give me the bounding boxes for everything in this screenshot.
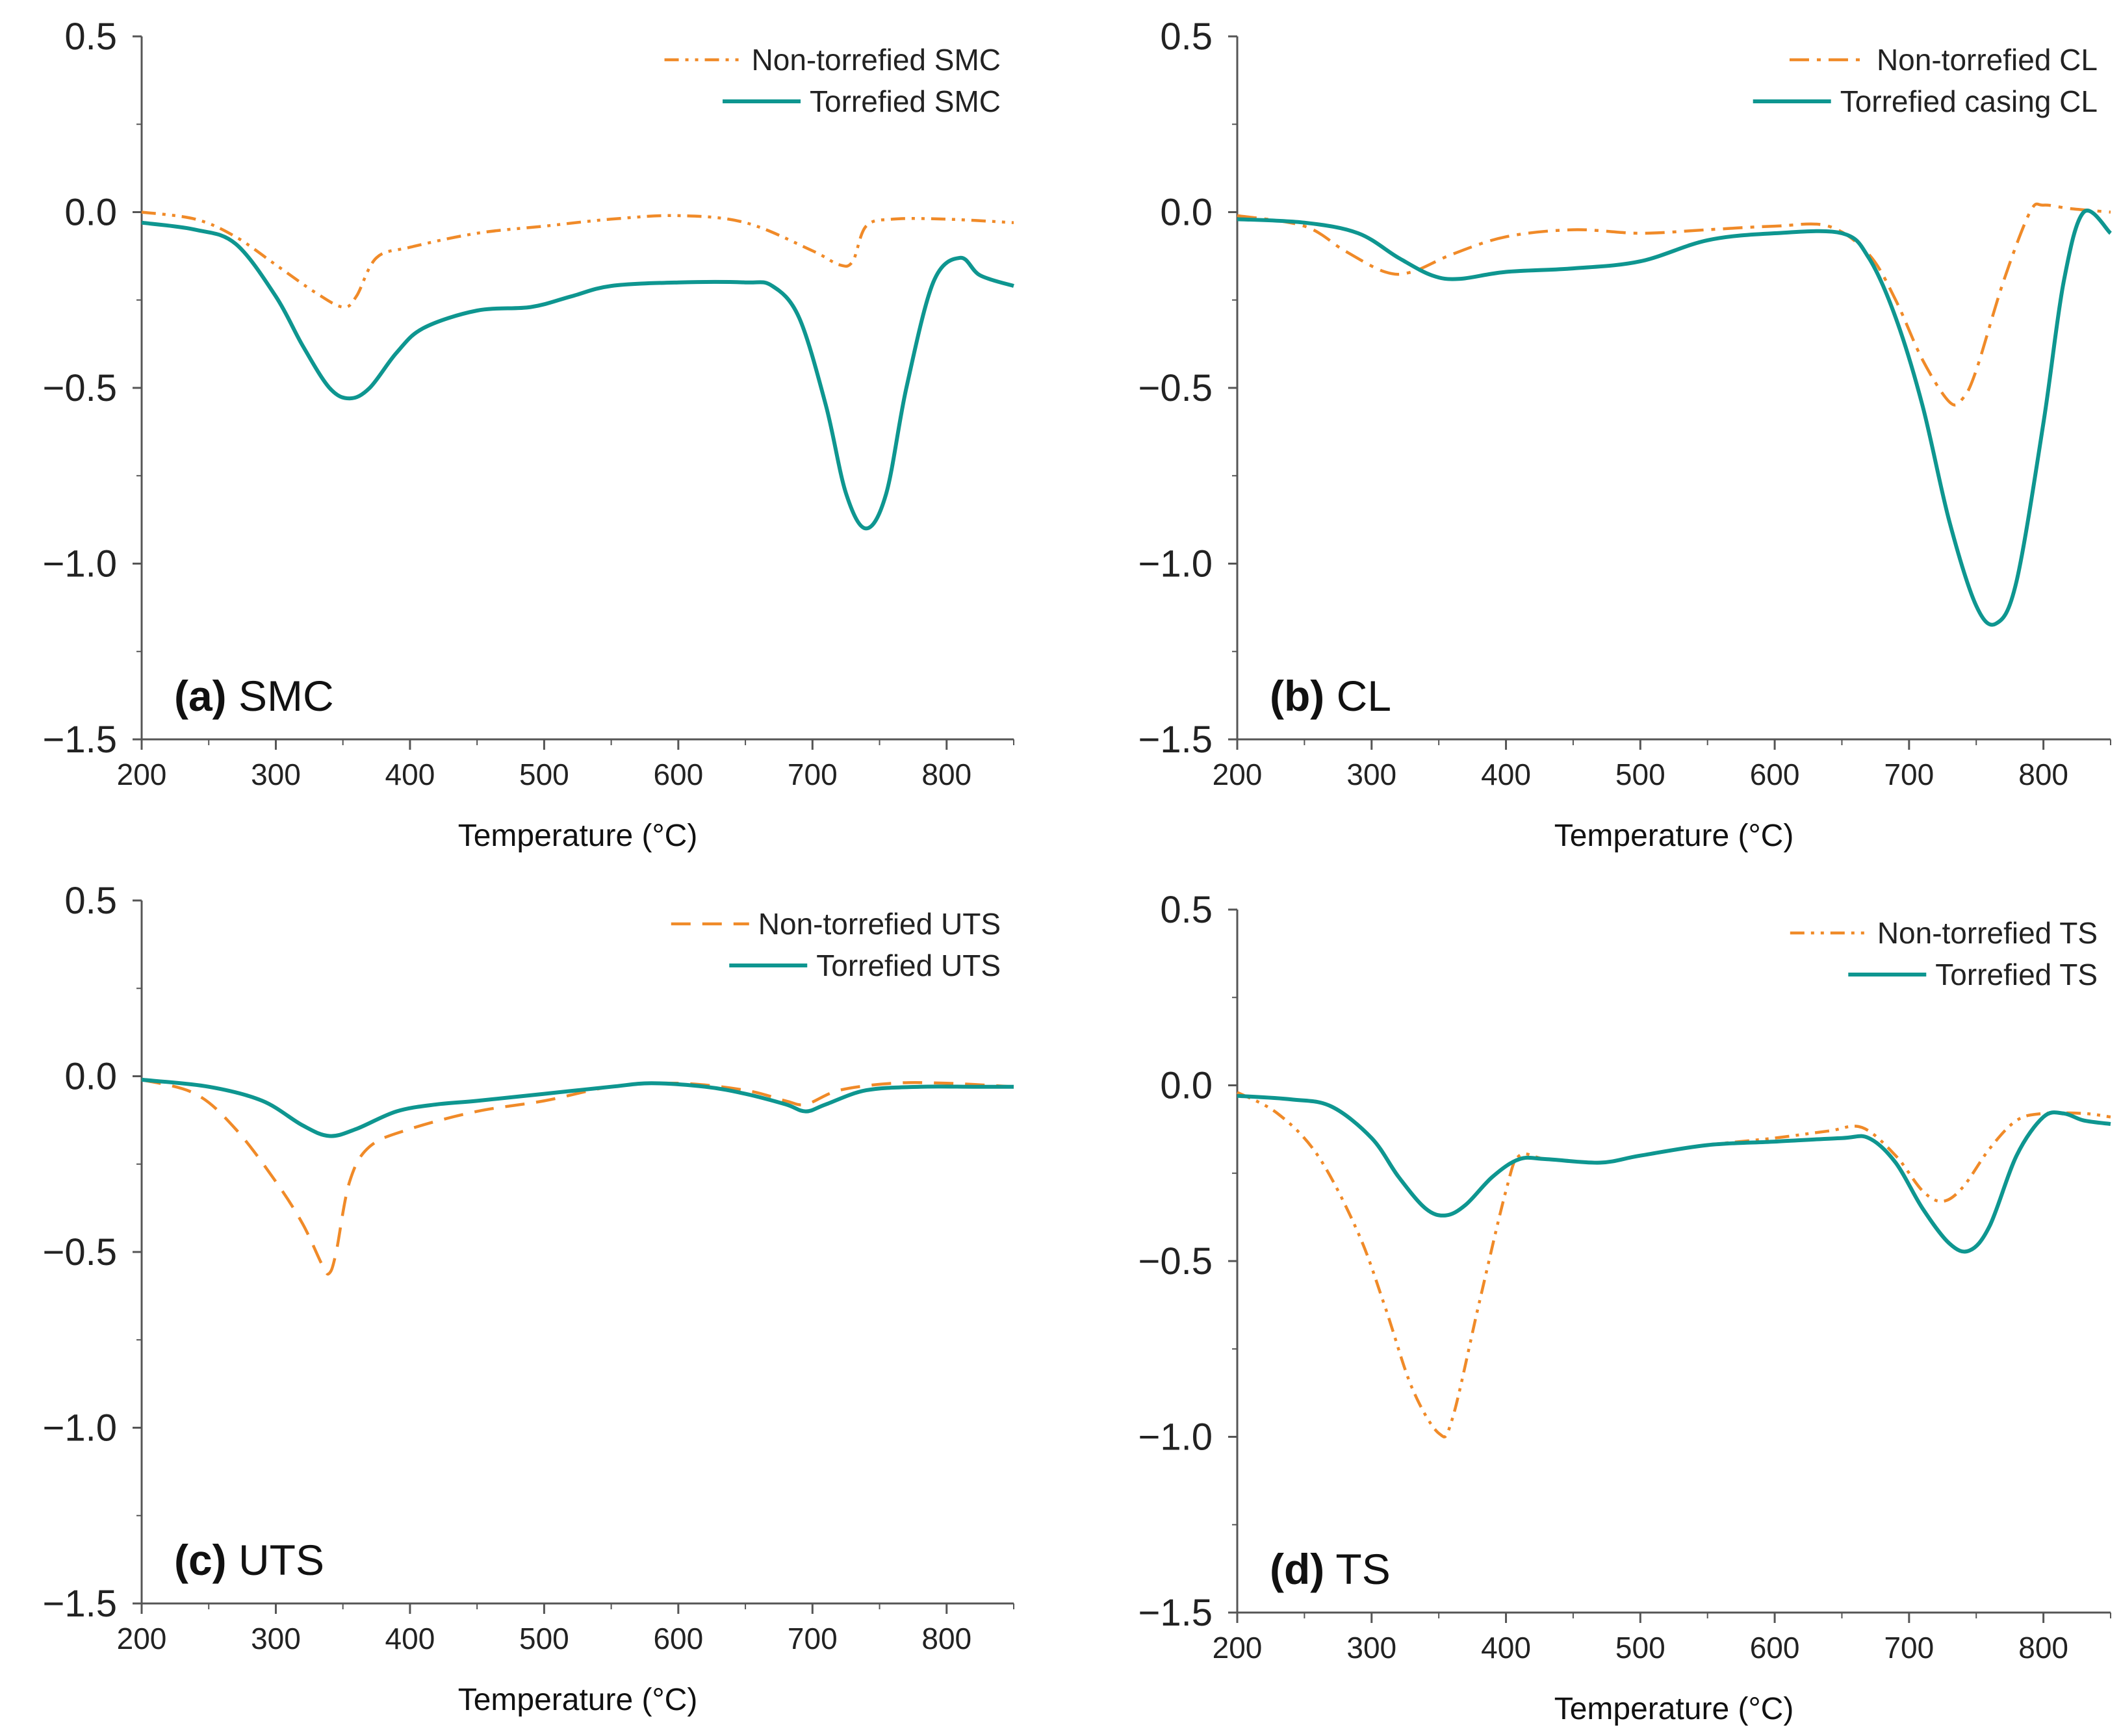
y-tick-label: 0.0 bbox=[1160, 192, 1213, 234]
legend-entry-label: Torrefied SMC bbox=[810, 84, 1001, 118]
x-tick-label: 700 bbox=[788, 1622, 838, 1655]
x-tick-label: 200 bbox=[1213, 1631, 1263, 1665]
panel-letter: (d) bbox=[1270, 1545, 1324, 1593]
panel-letter: (c) bbox=[174, 1536, 227, 1584]
y-tick-label: 0.5 bbox=[64, 880, 117, 922]
y-tick-label: −1.5 bbox=[1138, 1592, 1213, 1634]
x-tick-label: 300 bbox=[1346, 758, 1396, 791]
x-tick-label: 700 bbox=[788, 758, 838, 791]
panel-name: CL bbox=[1324, 672, 1391, 720]
y-tick-label: 0.5 bbox=[1160, 889, 1213, 931]
panel-name: TS bbox=[1324, 1545, 1390, 1593]
x-axis-title: Temperature (°C) bbox=[458, 1683, 698, 1717]
x-tick-label: 200 bbox=[1213, 758, 1263, 791]
legend-entry-label: Non-torrefied CL bbox=[1877, 43, 2098, 77]
x-tick-label: 200 bbox=[117, 758, 167, 791]
series-line-non-torrefied bbox=[1236, 1091, 2111, 1438]
x-tick-label: 500 bbox=[1615, 758, 1665, 791]
y-tick-label: −0.5 bbox=[43, 367, 118, 409]
x-tick-label: 300 bbox=[251, 1622, 301, 1655]
series-line-torrefied bbox=[1237, 209, 2113, 627]
y-tick-label: −0.5 bbox=[1138, 367, 1213, 409]
panel-label: (c) UTS bbox=[174, 1536, 324, 1584]
series-line-non-torrefied bbox=[141, 211, 1014, 309]
x-tick-label: 800 bbox=[921, 1622, 971, 1655]
y-tick-label: 0.0 bbox=[64, 1056, 117, 1098]
y-tick-label: −1.0 bbox=[1138, 1416, 1213, 1459]
series-line-torrefied bbox=[1237, 1093, 2111, 1254]
x-tick-label: 400 bbox=[1481, 1631, 1531, 1665]
x-tick-label: 700 bbox=[1884, 1631, 1934, 1665]
panel-label: (b) CL bbox=[1270, 672, 1391, 720]
x-tick-label: 800 bbox=[921, 758, 971, 791]
x-tick-label: 400 bbox=[385, 758, 435, 791]
y-tick-label: −1.5 bbox=[43, 1583, 118, 1625]
x-tick-label: 700 bbox=[1884, 758, 1934, 791]
panel-label: (a) SMC bbox=[174, 672, 334, 720]
legend-entry-label: Torrefied TS bbox=[1935, 958, 2098, 991]
x-tick-label: 400 bbox=[1481, 758, 1531, 791]
x-tick-label: 600 bbox=[653, 1622, 703, 1655]
y-tick-label: −1.0 bbox=[43, 1407, 118, 1449]
x-tick-label: 500 bbox=[519, 1622, 569, 1655]
panel-letter: (a) bbox=[174, 672, 227, 720]
x-tick-label: 300 bbox=[1346, 1631, 1396, 1665]
legend-entry-label: Torrefied UTS bbox=[816, 949, 1001, 982]
panel-name: UTS bbox=[227, 1536, 324, 1584]
series-line-torrefied bbox=[141, 220, 1014, 531]
x-tick-label: 800 bbox=[2018, 1631, 2068, 1665]
y-tick-label: 0.5 bbox=[1160, 16, 1213, 58]
y-tick-label: 0.0 bbox=[1160, 1065, 1213, 1107]
x-tick-label: 300 bbox=[251, 758, 301, 791]
y-tick-label: −1.5 bbox=[1138, 719, 1213, 761]
x-tick-label: 600 bbox=[653, 758, 703, 791]
series-line-non-torrefied bbox=[1237, 202, 2111, 407]
x-tick-label: 600 bbox=[1750, 758, 1800, 791]
legend-entry-label: Torrefied casing CL bbox=[1840, 84, 2098, 118]
panel-name: SMC bbox=[227, 672, 334, 720]
legend-entry-label: Non-torrefied UTS bbox=[758, 907, 1001, 941]
x-tick-label: 500 bbox=[1615, 1631, 1665, 1665]
x-axis-title: Temperature (°C) bbox=[1554, 1692, 1794, 1726]
y-tick-label: 0.5 bbox=[64, 16, 117, 58]
panel-letter: (b) bbox=[1270, 672, 1324, 720]
y-tick-label: −1.5 bbox=[43, 719, 118, 761]
x-tick-label: 800 bbox=[2018, 758, 2068, 791]
x-axis-title: Temperature (°C) bbox=[1554, 819, 1794, 853]
x-axis-title: Temperature (°C) bbox=[458, 819, 698, 853]
x-tick-label: 600 bbox=[1750, 1631, 1800, 1665]
legend-entry-label: Non-torrefied TS bbox=[1877, 916, 2098, 950]
legend-entry-label: Non-torrefied SMC bbox=[752, 43, 1001, 77]
x-tick-label: 500 bbox=[519, 758, 569, 791]
y-tick-label: −1.0 bbox=[1138, 543, 1213, 585]
panel-label: (d) TS bbox=[1270, 1545, 1391, 1593]
y-tick-label: −1.0 bbox=[43, 543, 118, 585]
x-tick-label: 400 bbox=[385, 1622, 435, 1655]
series-line-torrefied bbox=[141, 1077, 1014, 1138]
x-tick-label: 200 bbox=[117, 1622, 167, 1655]
y-tick-label: −0.5 bbox=[1138, 1240, 1213, 1283]
y-tick-label: 0.0 bbox=[64, 192, 117, 234]
series-line-non-torrefied bbox=[141, 1078, 1014, 1276]
y-tick-label: −0.5 bbox=[43, 1231, 118, 1273]
